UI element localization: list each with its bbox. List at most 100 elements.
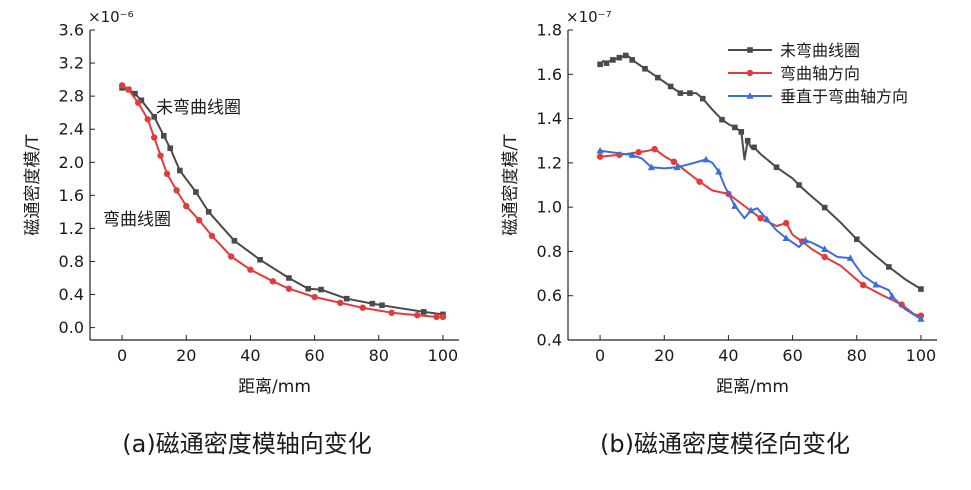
x-tick-label: 40 xyxy=(240,346,260,365)
legend-label: 未弯曲线圈 xyxy=(780,41,860,60)
data-point xyxy=(699,95,706,102)
data-point xyxy=(702,155,710,163)
data-point xyxy=(642,65,648,72)
data-point xyxy=(311,293,318,301)
data-point xyxy=(801,236,810,244)
y-tick-label: 0.8 xyxy=(59,252,84,271)
data-point xyxy=(677,90,684,96)
data-point xyxy=(343,295,350,302)
data-point xyxy=(597,61,603,68)
data-point xyxy=(163,170,171,178)
x-tick-label: 40 xyxy=(718,346,738,365)
data-point xyxy=(157,152,164,159)
chart-axial: 0.0 0.4 0.8 1.2 1.6 2.0 2.4 2.8 3.2 3.6 0 20 40 60 80 1… xyxy=(23,8,459,397)
y-tick-label: 0.8 xyxy=(537,242,562,261)
series-line xyxy=(599,149,922,320)
data-point xyxy=(161,133,167,139)
data-point xyxy=(208,232,216,240)
data-point xyxy=(269,278,277,285)
data-point xyxy=(731,202,739,209)
data-point xyxy=(439,313,447,321)
data-point xyxy=(773,164,780,171)
data-point xyxy=(433,313,440,321)
data-point xyxy=(796,182,802,188)
y-tick-label: 2.8 xyxy=(59,87,84,106)
x-axis-title: 距离/mm xyxy=(716,377,789,397)
y-tick-label: 1.2 xyxy=(537,153,562,172)
data-point xyxy=(134,99,142,106)
data-point xyxy=(747,206,755,214)
series-line xyxy=(121,84,443,318)
x-tick-label: 100 xyxy=(428,346,459,365)
data-point xyxy=(751,144,757,151)
data-point xyxy=(205,209,212,215)
y-tick-label: 1.0 xyxy=(537,198,562,217)
axis-exponent: ×10⁻⁷ xyxy=(566,8,612,26)
data-point xyxy=(369,300,376,307)
y-axis-title: 磁通密度模/T xyxy=(501,134,521,236)
data-point xyxy=(125,86,132,93)
data-point xyxy=(886,264,892,270)
legend-marker xyxy=(746,92,754,99)
data-point xyxy=(872,280,880,288)
data-point xyxy=(687,90,693,96)
data-point xyxy=(635,149,642,156)
data-point xyxy=(782,219,790,227)
y-tick-label: 3.2 xyxy=(59,54,84,73)
data-point xyxy=(673,163,681,171)
x-axis-title: 距离/mm xyxy=(238,377,311,397)
data-point xyxy=(610,57,616,63)
series-1 xyxy=(596,145,925,319)
y-tick-label: 1.2 xyxy=(59,219,84,238)
y-tick-label: 2.4 xyxy=(59,120,84,139)
y-tick-label: 2.0 xyxy=(59,153,84,172)
data-point xyxy=(782,234,790,241)
data-point xyxy=(622,52,629,59)
data-point xyxy=(732,124,738,131)
data-point xyxy=(144,116,151,123)
data-point xyxy=(888,292,896,299)
y-tick-label: 3.6 xyxy=(59,21,84,40)
data-point xyxy=(853,236,860,243)
data-point xyxy=(173,187,180,194)
data-point xyxy=(231,238,238,244)
x-tick-label: 60 xyxy=(304,346,324,365)
legend-label: 弯曲轴方向 xyxy=(780,64,860,83)
data-point xyxy=(359,304,366,311)
series-line xyxy=(121,86,444,316)
x-tick-label: 80 xyxy=(369,346,389,365)
data-point xyxy=(655,74,661,81)
data-point xyxy=(195,216,203,224)
series-0 xyxy=(597,52,924,292)
data-point xyxy=(257,257,263,263)
data-point xyxy=(318,286,324,293)
data-point xyxy=(846,254,854,261)
x-tick-label: 60 xyxy=(782,346,802,365)
data-point xyxy=(629,57,635,63)
series-line xyxy=(600,148,922,317)
data-point xyxy=(715,167,723,175)
data-point xyxy=(647,163,656,171)
x-tick-label: 0 xyxy=(595,346,605,365)
data-point xyxy=(247,266,254,273)
data-point xyxy=(414,312,421,319)
y-tick-label: 0.6 xyxy=(537,286,562,305)
data-point xyxy=(379,302,385,309)
data-point xyxy=(917,315,925,322)
legend-marker xyxy=(746,69,754,77)
y-tick-label: 0.4 xyxy=(59,285,84,304)
x-tick-label: 100 xyxy=(906,346,937,365)
data-point xyxy=(628,151,636,158)
data-point xyxy=(860,281,867,289)
y-tick-label: 1.6 xyxy=(537,65,562,84)
data-point xyxy=(596,153,604,160)
data-point xyxy=(757,215,764,222)
data-point xyxy=(667,83,674,90)
y-tick-label: 0.0 xyxy=(59,318,84,337)
series-0 xyxy=(119,85,446,318)
caption-a: (a)磁通密度模轴向变化 xyxy=(122,430,371,458)
data-point xyxy=(151,114,157,120)
data-point xyxy=(744,137,751,144)
